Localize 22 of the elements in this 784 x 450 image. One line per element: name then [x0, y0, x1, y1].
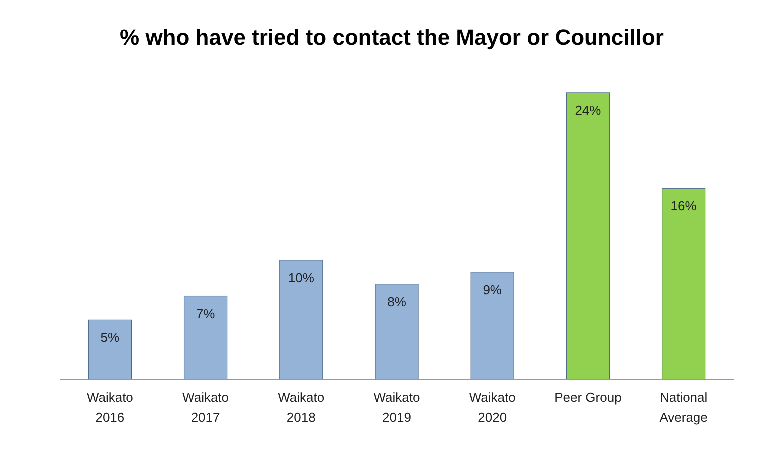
data-label: 8%	[388, 294, 407, 310]
data-label: 9%	[483, 282, 502, 298]
bar	[470, 272, 514, 380]
data-label: 10%	[288, 270, 315, 286]
bar	[375, 284, 419, 380]
bar	[566, 92, 610, 380]
bar	[280, 260, 324, 380]
chart-title: % who have tried to contact the Mayor or Councillor	[120, 25, 664, 50]
data-label: 7%	[196, 306, 216, 322]
bar	[184, 296, 228, 380]
x-tick-label: Waikato 2020	[469, 390, 516, 425]
x-tick-label: Waikato 2018	[278, 390, 325, 425]
data-label: 24%	[575, 102, 602, 118]
x-tick-label: Peer Group	[554, 390, 622, 405]
x-tick-label: National Average	[660, 390, 708, 425]
data-label: 5%	[100, 330, 120, 346]
x-tick-label: Waikato 2019	[374, 390, 420, 425]
x-tick-label: Waikato 2017	[182, 390, 230, 425]
x-tick-label: Waikato 2016	[86, 390, 134, 425]
bar	[662, 188, 706, 380]
data-label: 16%	[670, 198, 698, 214]
bar	[88, 320, 132, 380]
